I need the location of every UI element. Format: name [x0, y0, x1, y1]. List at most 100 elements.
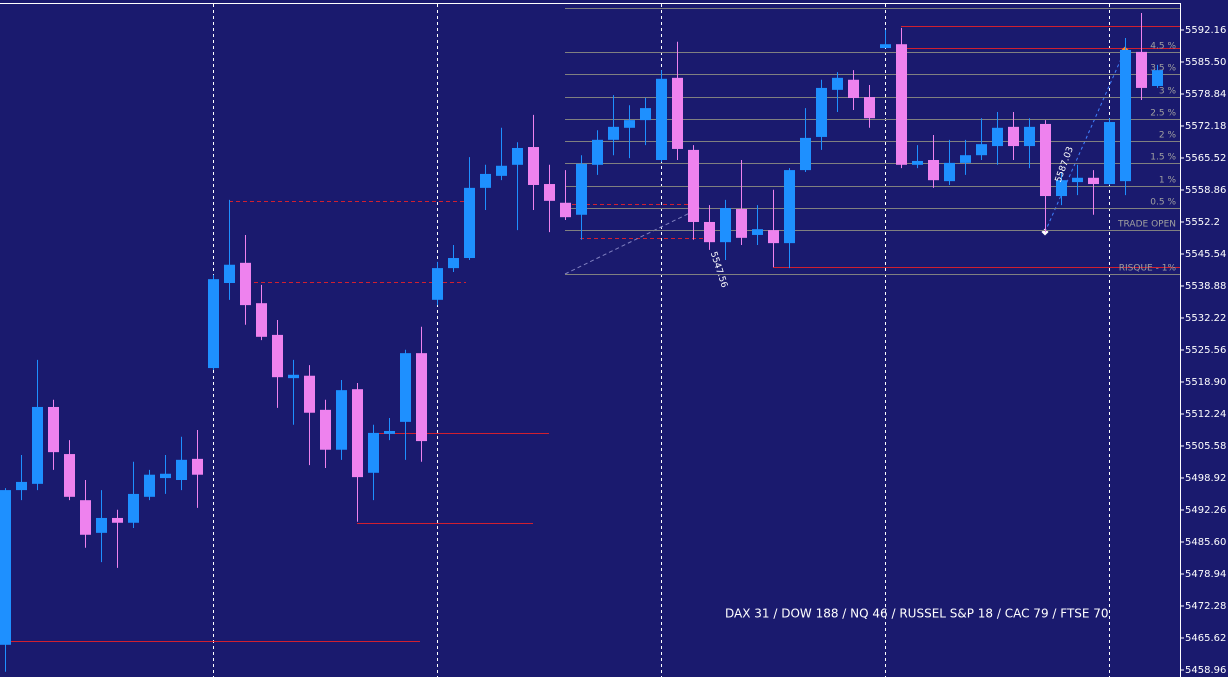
candle-body: [736, 209, 747, 238]
level-label: 4.5 %: [1150, 42, 1176, 52]
candle-body: [32, 406, 43, 484]
candle-body: [432, 268, 443, 300]
level-label: 3 %: [1159, 87, 1177, 97]
candle-body: [1104, 122, 1115, 185]
candle-body: [192, 458, 203, 475]
candle-body: [1120, 49, 1131, 182]
candle-body: [112, 517, 123, 523]
candle-body: [656, 78, 667, 161]
y-tick-label: 5578.84: [1185, 89, 1226, 100]
candle-body: [928, 160, 939, 181]
y-tick-label: 5558.86: [1185, 185, 1226, 196]
level-label: 2.5 %: [1150, 109, 1176, 119]
candle-body: [0, 490, 11, 645]
candle-body: [512, 147, 523, 165]
candle-body: [48, 406, 59, 453]
candle-body: [752, 229, 763, 235]
candle-body: [1088, 177, 1099, 185]
candle-body: [176, 459, 187, 481]
candle-body: [832, 77, 843, 90]
candle-body: [64, 454, 75, 497]
candle-body: [80, 500, 91, 535]
candle-body: [368, 432, 379, 473]
y-tick-label: 5498.92: [1185, 473, 1226, 484]
candle-body: [128, 493, 139, 523]
candle-body: [480, 173, 491, 188]
level-label: 1.5 %: [1150, 153, 1176, 163]
candle-body: [560, 202, 571, 218]
y-tick-label: 5478.94: [1185, 569, 1226, 580]
candle-body: [400, 353, 411, 422]
candle-body: [1152, 70, 1163, 87]
candle-body: [768, 230, 779, 244]
candle-body: [976, 144, 987, 156]
candle-body: [816, 87, 827, 137]
candle-body: [624, 120, 635, 128]
y-tick-label: 5572.18: [1185, 121, 1226, 132]
y-tick-label: 5458.96: [1185, 665, 1226, 676]
y-tick-label: 5592.16: [1185, 25, 1226, 36]
levels: 4.5 % 3.5 % 3 % 2.5 % 2 % 1.5 % 1 % 0.5 % TRADE …: [565, 8, 1180, 275]
candle-body: [288, 374, 299, 379]
candle-body: [240, 262, 251, 306]
y-tick-label: 5565.52: [1185, 153, 1226, 164]
candle-body: [896, 44, 907, 165]
candle-body: [448, 258, 459, 269]
level-label: 1 %: [1159, 176, 1177, 186]
y-tick-label: 5518.90: [1185, 377, 1226, 388]
candle-body: [416, 353, 427, 442]
candle-body: [96, 517, 107, 533]
candle-body: [912, 160, 923, 165]
candle-body: [1008, 126, 1019, 147]
y-tick-label: 5472.28: [1185, 601, 1226, 612]
candle-body: [16, 481, 27, 491]
candle-body: [272, 334, 283, 378]
candle-body: [720, 208, 731, 243]
candle-body: [1040, 123, 1051, 197]
y-tick-label: 5465.62: [1185, 633, 1226, 644]
candle-body: [592, 139, 603, 165]
candle-body: [304, 375, 315, 413]
candles: [0, 12, 1163, 672]
candle-body: [160, 473, 171, 479]
candle-body: [1072, 177, 1083, 183]
candle-body: [1136, 51, 1147, 88]
level-label: 2 %: [1159, 131, 1177, 141]
candle-body: [704, 221, 715, 243]
candle-body: [640, 108, 651, 121]
candle-body: [608, 126, 619, 140]
y-tick-label: 5532.22: [1185, 313, 1226, 324]
candle-body: [144, 474, 155, 497]
candle-body: [880, 44, 891, 49]
y-tick-label: 5585.50: [1185, 57, 1226, 68]
candle-body: [864, 97, 875, 119]
y-tick-label: 5538.88: [1185, 281, 1226, 292]
candle-body: [960, 155, 971, 163]
y-tick-label: 5492.26: [1185, 505, 1226, 516]
candle-body: [336, 390, 347, 450]
y-tick-label: 5545.54: [1185, 249, 1226, 260]
candle-body: [496, 165, 507, 176]
level-label: TRADE OPEN: [1117, 220, 1176, 230]
candle-body: [800, 137, 811, 171]
level-label: RISQUE - 1%: [1119, 264, 1177, 274]
y-tick-label: 5505.58: [1185, 441, 1226, 452]
candle-body: [848, 79, 859, 99]
candle-body: [320, 409, 331, 450]
candle-body: [208, 279, 219, 369]
candle-body: [1056, 180, 1067, 197]
candle-body: [992, 127, 1003, 147]
candle-body: [352, 389, 363, 478]
candle-body: [464, 187, 475, 259]
level-label: 0.5 %: [1150, 198, 1176, 208]
candle-body: [384, 430, 395, 434]
candle-body: [528, 147, 539, 185]
candle-body: [544, 184, 555, 201]
candle-body: [256, 303, 267, 337]
candle-body: [784, 170, 795, 244]
candle-body: [688, 149, 699, 222]
y-tick-label: 5552.2: [1185, 217, 1220, 228]
level-label: 3.5 %: [1150, 64, 1176, 74]
candle-body: [224, 264, 235, 284]
footer: DAX 31 / DOW 188 / NQ 46 / RUSSEL S&P 18…: [725, 607, 1109, 621]
